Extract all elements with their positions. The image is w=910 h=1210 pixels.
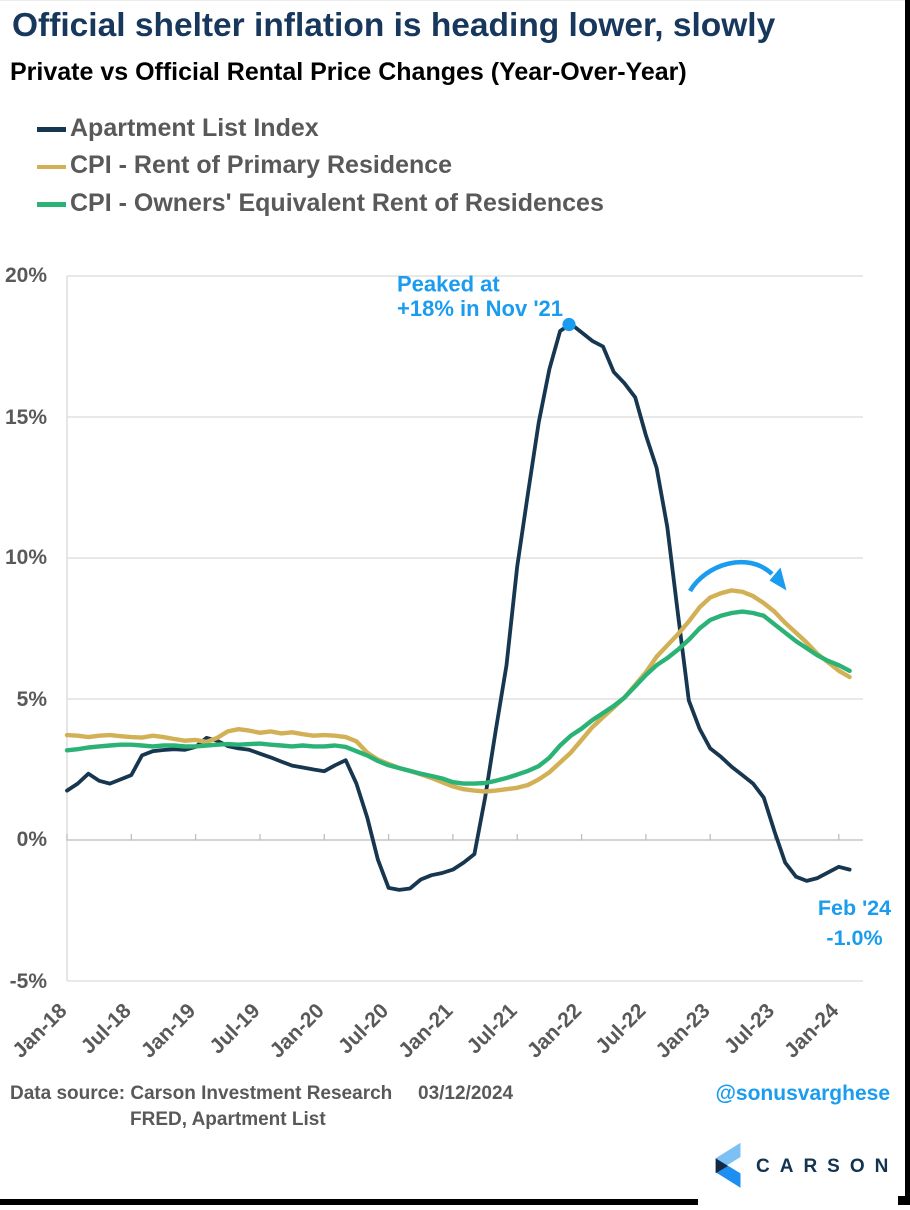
svg-text:5%: 5% xyxy=(17,688,48,711)
svg-text:Feb '24: Feb '24 xyxy=(818,896,891,920)
svg-text:Jan-21: Jan-21 xyxy=(394,999,458,1063)
svg-text:Jul-22: Jul-22 xyxy=(591,999,650,1058)
svg-text:Jul-19: Jul-19 xyxy=(205,999,264,1058)
svg-text:Jan-22: Jan-22 xyxy=(523,999,586,1062)
svg-text:-1.0%: -1.0% xyxy=(826,926,882,950)
svg-text:Jan-19: Jan-19 xyxy=(137,999,200,1062)
svg-text:0%: 0% xyxy=(17,828,48,851)
svg-text:Jul-23: Jul-23 xyxy=(720,999,779,1058)
svg-text:15%: 15% xyxy=(5,406,47,429)
svg-text:CARSON: CARSON xyxy=(756,1156,892,1177)
svg-text:Jan-24: Jan-24 xyxy=(780,999,844,1063)
svg-text:Jul-18: Jul-18 xyxy=(77,999,136,1058)
svg-text:Peaked at: Peaked at xyxy=(397,272,500,297)
svg-text:-5%: -5% xyxy=(10,970,48,993)
svg-text:Jan-18: Jan-18 xyxy=(8,999,72,1063)
svg-text:Jul-20: Jul-20 xyxy=(334,999,393,1058)
svg-text:10%: 10% xyxy=(5,546,47,569)
svg-text:Jan-23: Jan-23 xyxy=(651,999,714,1062)
svg-text:20%: 20% xyxy=(5,264,47,287)
svg-text:Jan-20: Jan-20 xyxy=(266,999,329,1062)
svg-text:Jul-21: Jul-21 xyxy=(463,999,522,1058)
svg-text:+18% in Nov '21: +18% in Nov '21 xyxy=(397,296,563,321)
